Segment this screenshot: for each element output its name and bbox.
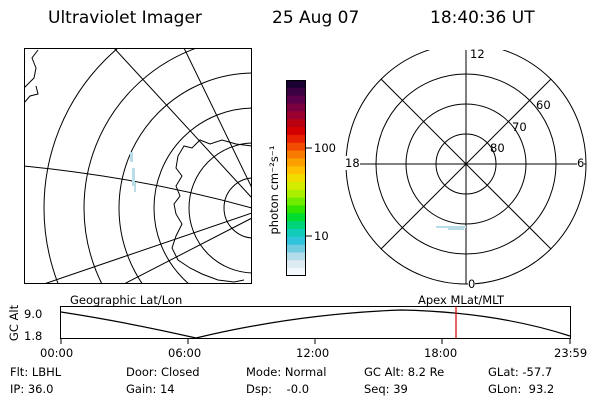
colorbar-swatch	[286, 268, 306, 276]
colorbar-swatch	[286, 181, 306, 191]
colorbar-swatch	[286, 119, 306, 128]
colorbar-swatch	[286, 103, 306, 112]
lat-label-70: 70	[512, 120, 527, 134]
mlt-label-dusk: 18	[345, 156, 360, 170]
colorbar-swatch	[286, 236, 306, 246]
timeline-xtick-2359: 23:59	[554, 346, 588, 360]
timeline-ytick-bottom: 1.8	[24, 329, 43, 343]
instrument-title: Ultraviolet Imager	[48, 8, 202, 28]
status-filter: Flt: LBHL	[10, 365, 62, 379]
status-glat: GLat: -57.7	[488, 365, 553, 379]
latitude-circles	[43, 48, 252, 284]
timeline-xtick-0000: 00:00	[40, 346, 74, 360]
colorbar-swatch	[286, 95, 306, 105]
timeline-left-label: Geographic Lat/Lon	[70, 293, 183, 307]
aurora-emission-map	[130, 152, 136, 192]
altitude-timeline	[60, 306, 571, 344]
colorbar-swatch	[286, 228, 306, 238]
timeline-xtick-1200: 12:00	[296, 346, 330, 360]
status-seq: Seq: 39	[364, 382, 408, 396]
longitude-lines	[24, 48, 252, 284]
status-gain: Gain: 14	[126, 382, 175, 396]
map-frame	[24, 48, 252, 284]
colorbar-frame	[286, 80, 306, 276]
lat-label-60: 60	[536, 98, 551, 112]
colorbar-swatch	[286, 213, 306, 222]
color-scale-ticks	[306, 147, 312, 237]
status-gc-alt: GC Alt: 8.2 Re	[364, 365, 445, 379]
colorbar-swatch	[286, 158, 306, 167]
timeline-ytick-top: 9.0	[24, 307, 43, 321]
colorbar-swatch	[286, 189, 306, 199]
colorbar-swatch	[286, 134, 306, 144]
status-door: Door: Closed	[126, 365, 200, 379]
colorbar-swatch	[286, 87, 306, 97]
colorbar-swatch	[286, 174, 306, 183]
status-ip: IP: 36.0	[10, 382, 54, 396]
color-scale-bar	[286, 80, 306, 276]
colorbar-unit-label: photon cm⁻²s⁻¹	[267, 145, 281, 235]
mlt-label-noon: 12	[469, 47, 486, 61]
aurora-emission-polar	[436, 226, 466, 230]
colorbar-swatch	[286, 244, 306, 254]
timeline-ylabel: GC Alt	[7, 304, 21, 342]
lat-label-80: 80	[490, 141, 505, 155]
status-mode: Mode: Normal	[246, 365, 327, 379]
observation-date: 25 Aug 07	[272, 8, 360, 28]
timeline-x-ticks	[60, 338, 571, 344]
altitude-curve	[60, 309, 571, 339]
timeline-right-label: Apex MLat/MLT	[418, 293, 505, 307]
status-glon: GLon: 93.2	[488, 382, 555, 396]
mlt-label-midnight: 0	[468, 277, 476, 291]
colorbar-swatch	[286, 150, 306, 159]
colorbar-tick-100: 100	[314, 141, 336, 155]
observation-time: 18:40:36 UT	[430, 8, 535, 28]
coastline	[24, 49, 252, 283]
colorbar-swatch	[286, 260, 306, 269]
timeline-xtick-1800: 18:00	[424, 346, 458, 360]
colorbar-swatch	[286, 197, 306, 207]
colorbar-swatch	[286, 111, 306, 120]
timeline-frame	[60, 306, 571, 339]
polar-mlt-plot	[345, 50, 587, 285]
colorbar-swatch	[286, 221, 306, 230]
status-dsp: Dsp: -0.0	[246, 382, 310, 396]
colorbar-swatch	[286, 127, 306, 136]
colorbar-swatch	[286, 205, 306, 214]
timeline-xtick-0600: 06:00	[168, 346, 202, 360]
colorbar-swatch	[286, 80, 306, 89]
geographic-map	[24, 48, 252, 284]
colorbar-swatch	[286, 142, 306, 152]
colorbar-swatch	[286, 252, 306, 261]
colorbar-swatch	[286, 166, 306, 175]
mlt-label-dawn: 6	[577, 156, 585, 170]
colorbar-tick-10: 10	[314, 229, 329, 243]
